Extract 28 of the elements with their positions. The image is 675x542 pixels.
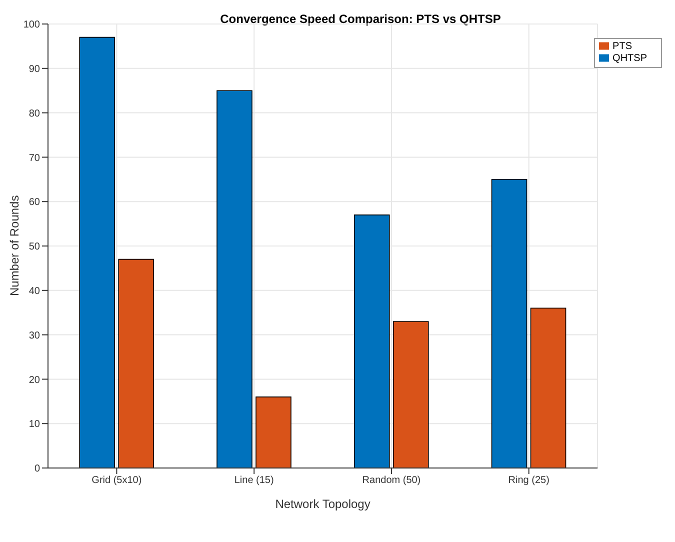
x-axis-title: Network Topology xyxy=(275,497,370,511)
y-tick-label: 40 xyxy=(28,286,40,297)
y-tick-label: 90 xyxy=(28,64,40,75)
bar xyxy=(256,396,292,468)
y-tick-label: 100 xyxy=(23,20,40,31)
legend-label: PTS xyxy=(612,41,632,52)
bar xyxy=(216,90,252,468)
y-tick-label: 50 xyxy=(28,242,40,253)
bar xyxy=(530,308,566,468)
y-tick-label: 60 xyxy=(28,197,40,208)
y-tick-label: 20 xyxy=(28,374,40,386)
legend-label: QHTSP xyxy=(612,53,647,64)
x-tick-label: Line (15) xyxy=(234,475,274,486)
bar xyxy=(491,179,528,468)
bar xyxy=(392,321,429,468)
chart-title: Convergence Speed Comparison: PTS vs QHTSP xyxy=(219,12,502,26)
y-tick-label: 70 xyxy=(28,152,40,164)
bar xyxy=(118,258,154,468)
x-tick-label: Ring (25) xyxy=(508,475,550,486)
x-tick-label: Grid (5x10) xyxy=(92,475,142,486)
y-tick-label: 10 xyxy=(28,419,40,430)
bar xyxy=(354,214,390,468)
x-tick-label: Random (50) xyxy=(362,475,421,486)
y-tick-label: 80 xyxy=(28,108,40,120)
bar xyxy=(79,36,115,468)
y-tick-label: 0 xyxy=(34,464,40,475)
y-tick-label: 30 xyxy=(28,330,40,342)
y-axis-title: Number of Rounds xyxy=(7,195,22,296)
